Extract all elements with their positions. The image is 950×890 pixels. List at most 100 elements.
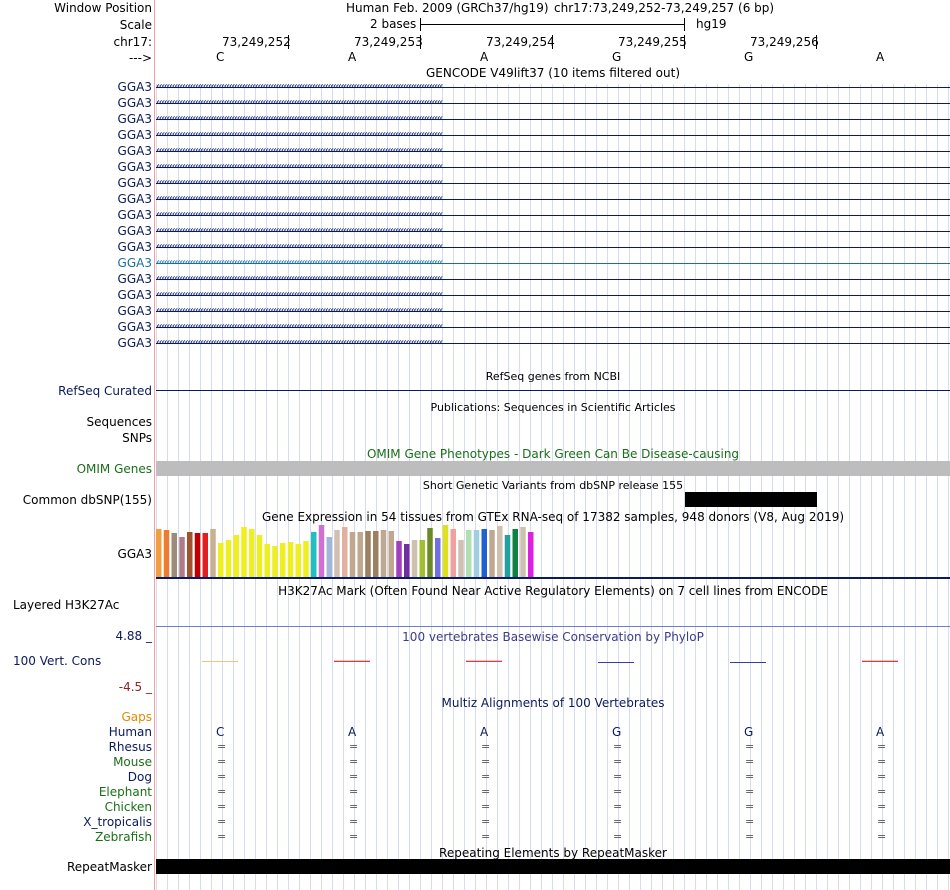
gencode-transcript-line[interactable] [156, 199, 950, 200]
conservation-score-mark[interactable] [202, 660, 238, 663]
gtex-tissue-bar[interactable] [357, 532, 364, 577]
gtex-tissue-bar[interactable] [528, 532, 534, 577]
gtex-tissue-bar[interactable] [404, 544, 410, 577]
gtex-tissue-bar[interactable] [210, 529, 216, 577]
gencode-transcript-line[interactable] [156, 135, 950, 136]
conservation-score-mark[interactable] [334, 660, 370, 663]
gtex-tissue-bar[interactable] [233, 535, 240, 577]
gtex-tissue-bar[interactable] [481, 529, 488, 577]
gtex-tissue-bar[interactable] [373, 531, 379, 577]
h3k27ac-track-title[interactable]: H3K27Ac Mark (Often Found Near Active Re… [278, 584, 828, 598]
gtex-track-title[interactable]: Gene Expression in 54 tissues from GTEx … [261, 510, 845, 524]
gencode-transcript-label[interactable]: GGA3 [117, 208, 152, 222]
conservation-score-mark[interactable] [466, 660, 502, 663]
gtex-tissue-bar[interactable] [365, 531, 371, 577]
refseq-track-line[interactable] [156, 390, 950, 391]
conservation-score-mark[interactable] [730, 662, 766, 664]
gencode-transcript-line[interactable] [156, 183, 950, 184]
gtex-tissue-bar[interactable] [427, 528, 433, 577]
gencode-transcript-line[interactable] [156, 151, 950, 152]
gencode-track-title[interactable]: GENCODE V49lift37 (10 items filtered out… [425, 66, 680, 80]
gencode-transcript-line[interactable] [156, 311, 950, 312]
multiz-species-label[interactable]: Elephant [98, 785, 152, 799]
gtex-tissue-bar[interactable] [156, 529, 162, 577]
gtex-tissue-bar[interactable] [411, 540, 418, 577]
gencode-transcript-label[interactable]: GGA3 [117, 96, 152, 110]
conservation-score-mark[interactable] [598, 662, 634, 664]
gtex-tissue-bar[interactable] [171, 533, 178, 577]
gencode-transcript-label[interactable]: GGA3 [117, 272, 152, 286]
gencode-transcript-line[interactable] [156, 103, 950, 104]
dbsnp-variant-bar[interactable] [685, 492, 817, 507]
gtex-tissue-bar[interactable] [256, 535, 263, 577]
gtex-tissue-bar[interactable] [450, 529, 457, 577]
gencode-transcript-line[interactable] [156, 295, 950, 296]
omim-feature-bar[interactable] [156, 461, 950, 476]
gencode-transcript-label[interactable]: GGA3 [117, 192, 152, 206]
gtex-tissue-bar[interactable] [241, 527, 247, 577]
gencode-transcript-line[interactable] [156, 231, 950, 232]
gtex-tissue-bar[interactable] [311, 532, 317, 577]
gtex-tissue-bar[interactable] [187, 532, 193, 577]
multiz-species-label[interactable]: Human [108, 725, 152, 739]
gtex-tissue-bar[interactable] [497, 526, 503, 577]
gtex-tissue-bar[interactable] [303, 541, 309, 577]
omim-track-title[interactable]: OMIM Gene Phenotypes - Dark Green Can Be… [366, 447, 740, 461]
refseq-track-label[interactable]: RefSeq Curated [58, 384, 152, 398]
gtex-tissue-bar[interactable] [179, 537, 185, 577]
gtex-tissue-bar[interactable] [202, 533, 209, 577]
gtex-tissue-bar[interactable] [489, 530, 495, 577]
gtex-tissue-bar[interactable] [326, 537, 333, 577]
publications-track-title[interactable]: Publications: Sequences in Scientific Ar… [430, 401, 676, 414]
multiz-species-label[interactable]: Rhesus [108, 740, 152, 754]
gtex-tissue-bar[interactable] [435, 538, 441, 577]
gtex-tissue-bar[interactable] [249, 529, 255, 577]
gtex-tissue-bar[interactable] [342, 527, 348, 577]
gtex-tissue-bar[interactable] [272, 546, 278, 577]
dbsnp-track-label[interactable]: Common dbSNP(155) [22, 493, 152, 507]
gtex-tissue-bar[interactable] [225, 540, 232, 577]
gtex-tissue-bar[interactable] [442, 525, 449, 577]
gtex-tissue-bar[interactable] [504, 535, 511, 577]
gtex-tissue-bar[interactable] [349, 532, 356, 577]
gtex-tissue-bar[interactable] [512, 529, 519, 577]
omim-track-label[interactable]: OMIM Genes [76, 462, 152, 476]
gencode-transcript-label[interactable]: GGA3 [117, 320, 152, 334]
repeatmasker-track-label[interactable]: RepeatMasker [66, 860, 152, 874]
gtex-tissue-bar[interactable] [473, 530, 480, 577]
gtex-tissue-bar[interactable] [334, 530, 340, 577]
gencode-transcript-label[interactable]: GGA3 [117, 112, 152, 126]
repeatmasker-track-title[interactable]: Repeating Elements by RepeatMasker [439, 846, 667, 860]
gtex-tissue-bar[interactable] [194, 533, 201, 577]
gtex-tissue-bar[interactable] [318, 525, 325, 577]
conservation-track-label[interactable]: 100 Vert. Cons [13, 654, 102, 668]
dbsnp-track-title[interactable]: Short Genetic Variants from dbSNP releas… [422, 479, 684, 492]
multiz-track-title[interactable]: Multiz Alignments of 100 Vertebrates [441, 696, 665, 710]
gtex-tissue-bar[interactable] [520, 527, 526, 577]
gencode-transcript-line[interactable] [156, 119, 950, 120]
gtex-tissue-bar[interactable] [380, 530, 387, 577]
gencode-transcript-line[interactable] [156, 215, 950, 216]
gencode-transcript-line[interactable] [156, 279, 950, 280]
publications-snps-label[interactable]: SNPs [122, 431, 152, 445]
gtex-tissue-bar[interactable] [264, 544, 271, 577]
conservation-track-title[interactable]: 100 vertebrates Basewise Conservation by… [402, 630, 704, 644]
gencode-transcript-label[interactable]: GGA3 [117, 176, 152, 190]
multiz-gaps-label[interactable]: Gaps [121, 710, 152, 724]
gtex-tissue-bar[interactable] [218, 543, 224, 577]
multiz-species-label[interactable]: Dog [127, 770, 152, 784]
gencode-transcript-label[interactable]: GGA3 [117, 336, 152, 350]
multiz-species-label[interactable]: Chicken [104, 800, 152, 814]
gtex-tissue-bar[interactable] [458, 540, 464, 577]
gencode-transcript-line[interactable] [156, 247, 950, 248]
gencode-transcript-label[interactable]: GGA3 [117, 160, 152, 174]
gencode-transcript-label[interactable]: GGA3 [117, 128, 152, 142]
gencode-transcript-line[interactable] [156, 327, 950, 328]
multiz-species-label[interactable]: Mouse [113, 755, 152, 769]
gtex-tissue-bar[interactable] [396, 541, 402, 577]
gtex-tissue-bar[interactable] [388, 531, 395, 577]
gtex-tissue-bar[interactable] [295, 544, 302, 577]
repeatmasker-feature-bar[interactable] [156, 859, 950, 874]
